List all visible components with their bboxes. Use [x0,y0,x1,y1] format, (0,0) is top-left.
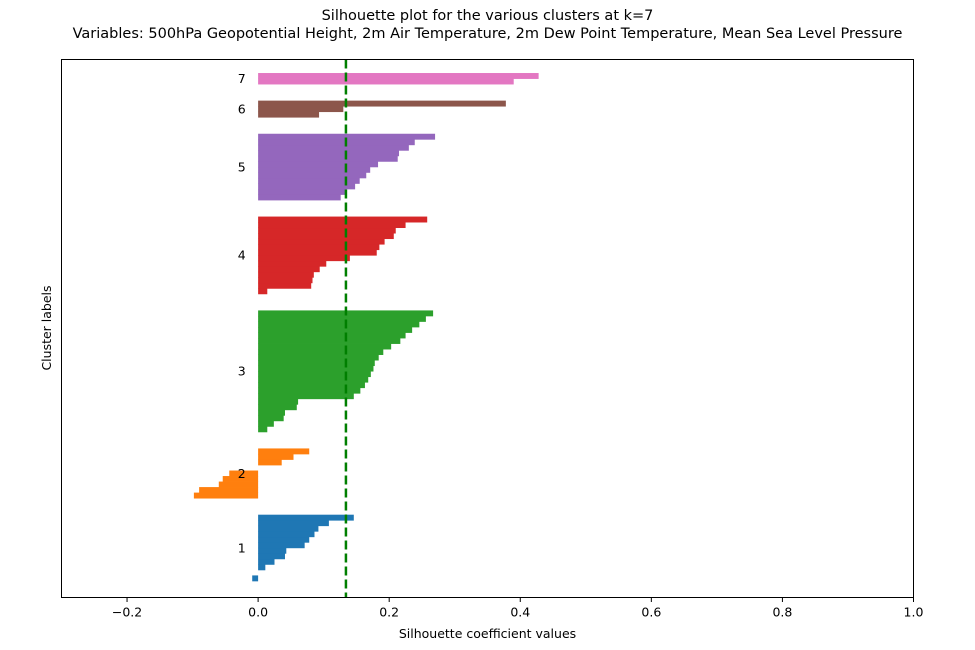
cluster-1-bar [258,520,329,527]
cluster-5-bar [258,161,379,168]
cluster-1-bar [258,531,315,538]
cluster-2-bar [258,459,282,466]
cluster-3-bar [258,315,426,322]
cluster-6-bar [258,100,506,107]
cluster-5-bar [258,144,409,151]
cluster-1-bar [258,514,354,521]
cluster-3-bar [258,332,406,339]
cluster-3-bar [258,321,420,328]
cluster-2-bar [222,476,259,482]
cluster-2-bar [218,481,259,488]
cluster-3-bar [258,376,369,383]
cluster-label-3: 3 [238,364,246,379]
cluster-label-1: 1 [238,540,246,555]
cluster-1-bar [258,525,319,532]
cluster-4-bar [258,255,350,262]
cluster-3-bar [258,420,274,427]
cluster-5-bar [258,183,356,190]
x-axis-ticks: −0.2 0.0 0.2 0.4 0.6 0.8 1.0 [112,597,924,620]
cluster-4-bar [258,227,396,234]
cluster-6-bar [258,106,344,113]
cluster-1-bar [258,536,310,543]
x-tick-label: 0.6 [641,605,661,620]
x-tick-label: 0.2 [379,605,399,620]
cluster-4-bar [258,249,377,256]
cluster-5-bar [258,155,398,162]
cluster-2-bar [258,453,294,460]
cluster-2-bar [229,470,259,477]
cluster-3-bar [258,360,375,367]
cluster-3-bar [258,343,392,350]
x-tick-label: 0.0 [248,605,268,620]
chart-subtitle: Variables: 500hPa Geopotential Height, 2… [73,26,903,42]
cluster-label-6: 6 [238,101,246,116]
cluster-3-bar [258,387,361,394]
plot-frame [61,59,914,598]
x-tick-label: 0.8 [772,605,792,620]
cluster-4-bar [258,271,314,278]
cluster-4-bar [258,244,380,251]
cluster-1-bar [258,542,305,549]
x-tick-label: 0.4 [510,605,530,620]
cluster-2-bar [258,448,310,455]
cluster-3-bar [258,393,354,400]
cluster-7-bar [258,73,539,79]
cluster-3-bar [258,382,365,389]
cluster-labels: 1 2 3 4 5 6 7 [238,71,246,555]
cluster-3-bar [258,349,384,355]
cluster-3-bar [258,365,374,372]
cluster-7-bar [258,78,514,85]
cluster-label-5: 5 [238,159,246,174]
cluster-1-bar [252,575,259,582]
cluster-4-bar [258,266,320,273]
x-tick-label: 1.0 [904,605,924,620]
cluster-4-bar [258,277,313,284]
cluster-5-bar [258,139,415,146]
cluster-3-bar [258,371,371,378]
cluster-4-bar [258,216,428,223]
cluster-3-bar [258,354,379,361]
chart-title: Silhouette plot for the various clusters… [322,8,654,24]
cluster-5-bar [258,166,371,173]
cluster-3-bar [258,404,297,411]
cluster-1-bar [258,558,275,565]
cluster-4-bar [258,260,327,267]
cluster-3-bar [258,326,413,333]
cluster-5-bar [258,177,360,184]
silhouette-bars [193,73,539,582]
cluster-1-bar [258,553,285,560]
cluster-5-bar [258,194,341,201]
cluster-5-bar [258,172,367,179]
cluster-2-bar [193,492,259,499]
x-tick-label: −0.2 [112,605,142,620]
cluster-1-bar [258,547,287,554]
cluster-3-bar [258,409,285,416]
cluster-2-bar [199,487,259,494]
cluster-3-bar [258,415,284,422]
x-axis-label: Silhouette coefficient values [399,626,576,641]
cluster-3-bar [258,398,299,405]
cluster-label-7: 7 [238,71,246,86]
cluster-1-bar [258,564,266,571]
cluster-4-bar [258,282,312,289]
cluster-4-bar [258,233,394,240]
cluster-5-bar [258,150,400,157]
cluster-label-2: 2 [238,466,246,481]
cluster-4-bar [258,288,268,295]
cluster-3-bar [258,426,268,433]
cluster-5-bar [258,133,436,140]
cluster-6-bar [258,111,320,118]
cluster-4-bar [258,238,385,245]
cluster-4-bar [258,222,406,229]
cluster-label-4: 4 [238,248,246,263]
y-axis-label: Cluster labels [39,285,54,370]
cluster-3-bar [258,338,401,344]
cluster-5-bar [258,188,347,195]
